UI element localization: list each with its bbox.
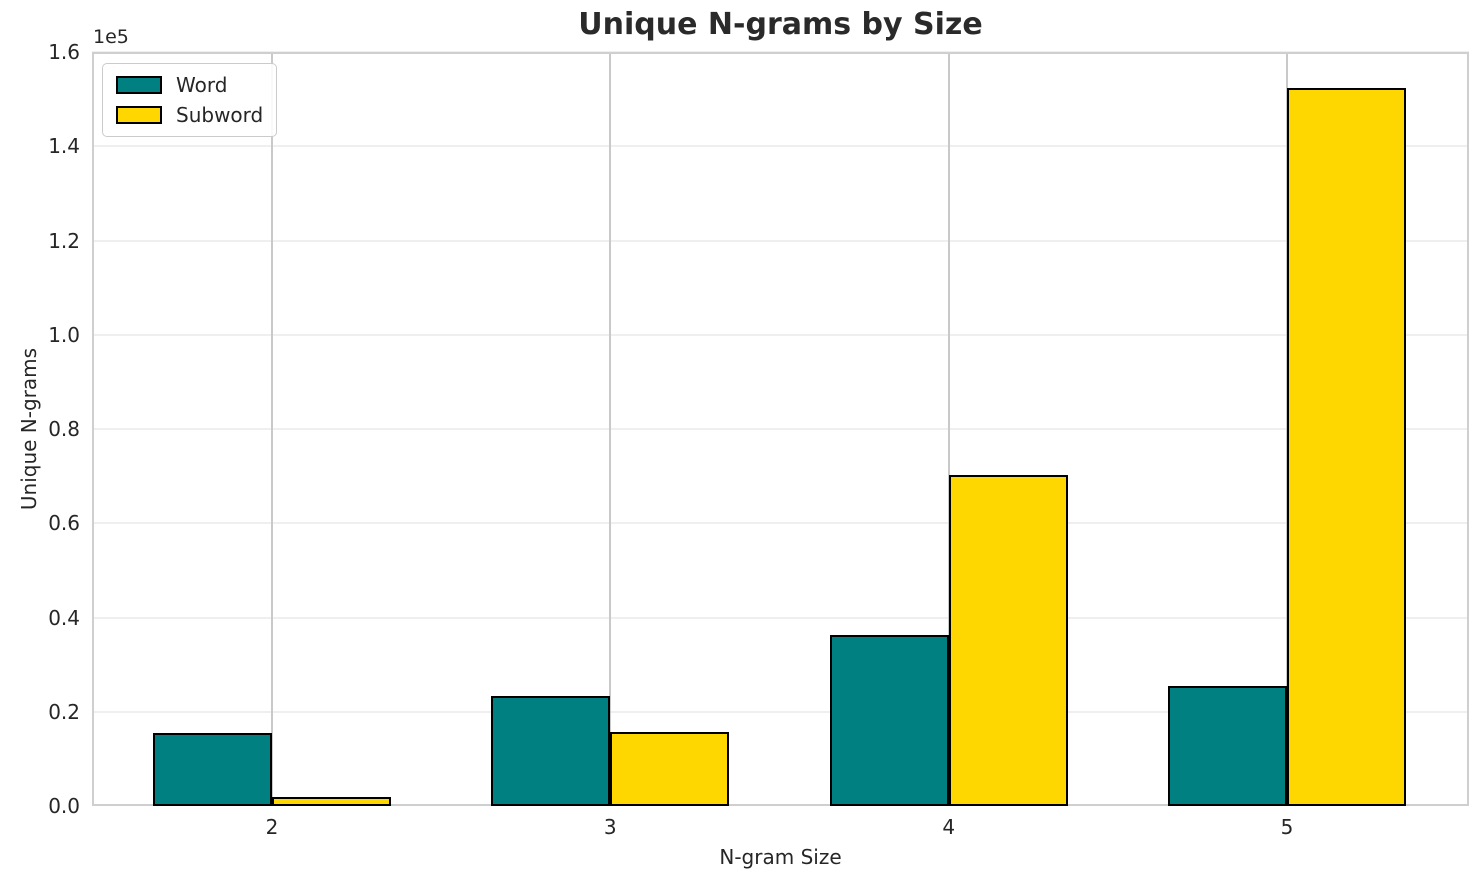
legend-label-subword: Subword [176, 103, 264, 127]
y-tick-label: 0.6 [48, 511, 80, 536]
horizontal-gridline [92, 145, 1469, 148]
legend-label-word: Word [176, 73, 228, 97]
bar-word-5 [1168, 685, 1287, 806]
y-tick-label: 1.6 [48, 40, 80, 64]
plot-area: Word Subword [92, 51, 1469, 806]
vertical-gridline [609, 52, 612, 806]
bar-subword-2 [272, 797, 391, 806]
bar-subword-3 [610, 732, 730, 806]
y-tick-label: 0.0 [48, 794, 80, 818]
y-tick-label: 1.2 [48, 228, 80, 253]
y-tick-label: 0.2 [48, 699, 80, 724]
x-tick-label: 3 [603, 815, 617, 839]
legend: Word Subword [102, 63, 278, 137]
horizontal-gridline [92, 333, 1469, 336]
horizontal-gridline [92, 616, 1469, 619]
legend-item-subword: Subword [116, 104, 263, 126]
y-tick-label: 0.8 [48, 417, 80, 441]
x-axis-label: N-gram Size [719, 845, 842, 869]
bar-word-2 [153, 733, 272, 806]
x-tick-label: 2 [265, 815, 279, 839]
bar-subword-4 [948, 475, 1068, 806]
x-tick-label: 4 [942, 815, 956, 839]
bar-word-3 [491, 695, 611, 806]
chart-title: Unique N-grams by Size [578, 7, 983, 42]
horizontal-gridline [92, 239, 1469, 242]
subword-color-swatch [116, 106, 162, 124]
bar-word-4 [829, 634, 949, 806]
vertical-gridline [271, 52, 273, 806]
legend-item-word: Word [116, 74, 263, 96]
x-tick-label: 5 [1280, 815, 1294, 839]
y-tick-label: 0.4 [48, 605, 80, 630]
y-tick-label: 1.0 [48, 322, 80, 347]
y-tick-label: 1.4 [48, 134, 80, 159]
vertical-gridline [947, 52, 950, 806]
word-color-swatch [116, 76, 162, 94]
horizontal-gridline [92, 522, 1469, 525]
horizontal-gridline [92, 428, 1469, 430]
horizontal-gridline [92, 51, 1469, 53]
horizontal-gridline [92, 710, 1469, 713]
bar-subword-5 [1287, 87, 1406, 806]
y-axis-offset-label: 1e5 [93, 26, 129, 48]
